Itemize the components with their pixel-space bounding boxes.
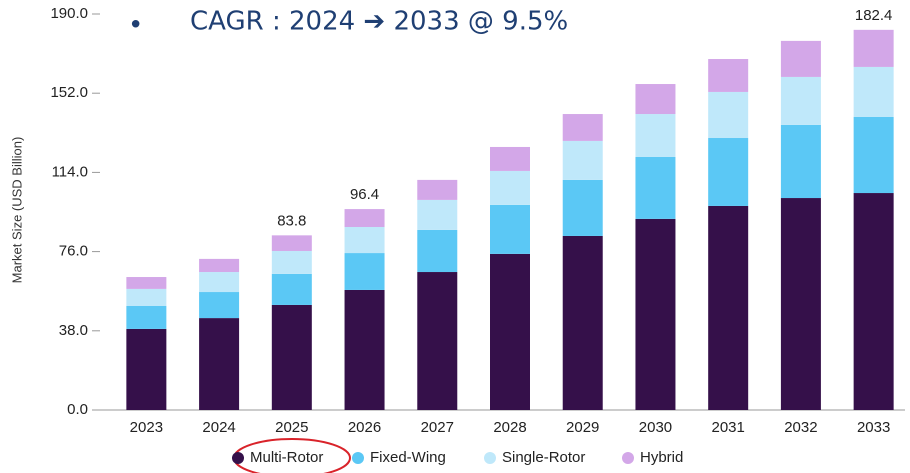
total-label: 83.8 — [277, 212, 306, 229]
y-tick-label: 76.0 — [59, 243, 88, 260]
bar-segment — [853, 66, 894, 117]
y-tick-label: 152.0 — [50, 84, 88, 101]
bar-segment — [635, 218, 676, 410]
y-tick-label: 38.0 — [59, 322, 88, 339]
bar-segment — [708, 59, 749, 92]
bar-segment — [271, 250, 312, 274]
total-label: 182.4 — [855, 7, 893, 24]
bar-segment — [853, 193, 894, 410]
legend-swatch — [484, 452, 496, 464]
bar-segment — [780, 124, 821, 199]
bar-segment — [490, 204, 530, 254]
bar-segment — [780, 76, 821, 125]
x-tick-label: 2026 — [348, 419, 381, 436]
bar-segment — [199, 272, 240, 293]
bar-segment — [853, 29, 894, 67]
x-tick-label: 2023 — [130, 419, 163, 436]
bar-segment — [344, 209, 385, 228]
bar-segment — [490, 253, 530, 410]
x-tick-label: 2027 — [421, 419, 454, 436]
bar-segment — [562, 179, 603, 236]
bar-segment — [635, 156, 676, 219]
bar-segment — [199, 318, 240, 410]
y-tick-label: 0.0 — [67, 401, 88, 418]
bar-segment — [708, 91, 749, 139]
bar-segment — [344, 227, 385, 254]
y-tick-label: 114.0 — [52, 163, 88, 180]
bar-segment — [271, 304, 312, 410]
bar-segment — [708, 138, 749, 206]
bar-segment — [344, 289, 385, 410]
bar-segment — [199, 258, 240, 273]
bar-segment — [417, 272, 458, 410]
bar-segment — [417, 229, 458, 273]
x-tick-label: 2024 — [202, 419, 235, 436]
bar-segment — [780, 198, 821, 410]
bar-segment — [853, 116, 894, 194]
bar-segment — [635, 114, 676, 157]
bar-segment — [126, 277, 167, 289]
bar-segment — [635, 84, 676, 115]
x-tick-label: 2028 — [493, 419, 526, 436]
title-bullet: • — [128, 11, 143, 41]
legend-label: Hybrid — [640, 449, 683, 466]
bar-segment — [562, 114, 603, 141]
bar-segment — [126, 288, 167, 306]
legend-label: Fixed-Wing — [370, 449, 446, 466]
chart-title: CAGR : 2024 ➔ 2033 @ 9.5% — [190, 7, 568, 37]
x-tick-label: 2032 — [784, 419, 817, 436]
bar-segment — [126, 328, 167, 410]
bar-segment — [126, 305, 167, 329]
bar-segment — [417, 179, 458, 200]
x-tick-label: 2031 — [711, 419, 744, 436]
bar-segment — [271, 235, 312, 251]
bar-segment — [271, 273, 312, 305]
legend-label: Multi-Rotor — [250, 449, 323, 466]
bar-segment — [708, 205, 749, 410]
legend-label: Single-Rotor — [502, 449, 585, 466]
total-label: 96.4 — [350, 186, 379, 203]
bar-segment — [780, 40, 821, 77]
bar-segment — [199, 292, 240, 319]
bar-segment — [344, 253, 385, 290]
x-tick-label: 2033 — [857, 419, 890, 436]
bar-segment — [417, 199, 458, 230]
bar-segment — [562, 140, 603, 180]
legend-swatch — [232, 452, 244, 464]
legend-swatch — [622, 452, 634, 464]
y-tick-label: 190.0 — [50, 5, 88, 22]
x-tick-label: 2029 — [566, 419, 599, 436]
bar-segment — [562, 235, 603, 410]
x-tick-label: 2030 — [639, 419, 672, 436]
x-tick-label: 2025 — [275, 419, 308, 436]
y-axis-title: Market Size (USD Billion) — [9, 137, 24, 284]
bar-segment — [490, 146, 530, 171]
bar-segment — [490, 170, 530, 205]
legend-swatch — [352, 452, 364, 464]
